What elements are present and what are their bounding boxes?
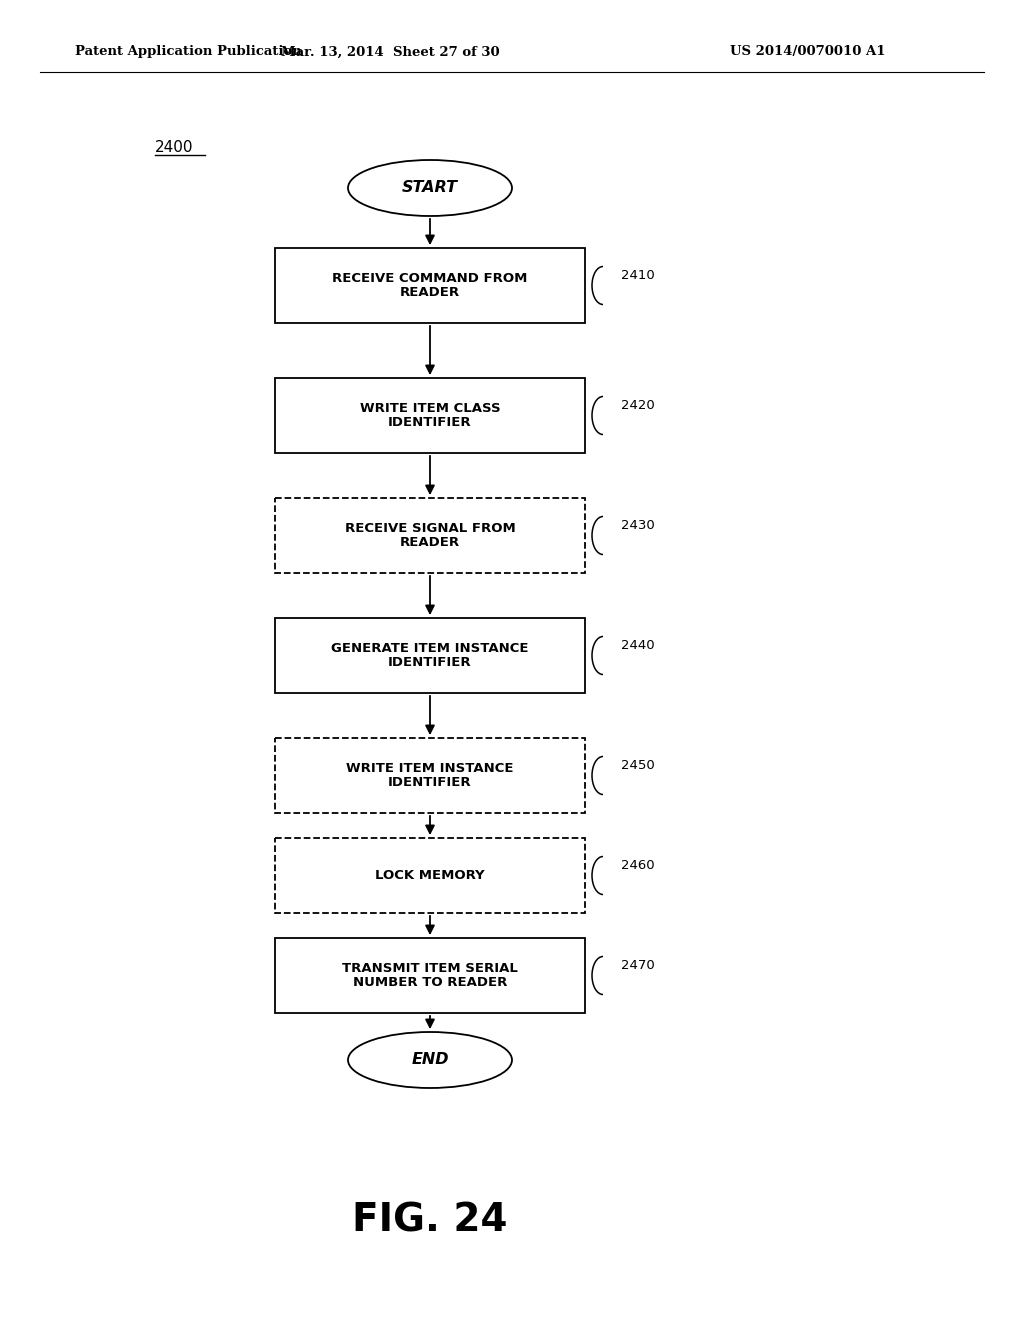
FancyBboxPatch shape xyxy=(275,498,585,573)
Text: 2460: 2460 xyxy=(621,859,654,873)
FancyBboxPatch shape xyxy=(275,378,585,453)
Text: WRITE ITEM INSTANCE
IDENTIFIER: WRITE ITEM INSTANCE IDENTIFIER xyxy=(346,762,514,789)
FancyBboxPatch shape xyxy=(275,738,585,813)
FancyBboxPatch shape xyxy=(275,248,585,323)
FancyBboxPatch shape xyxy=(275,618,585,693)
Text: GENERATE ITEM INSTANCE
IDENTIFIER: GENERATE ITEM INSTANCE IDENTIFIER xyxy=(331,642,528,669)
Text: 2470: 2470 xyxy=(621,960,654,972)
Text: WRITE ITEM CLASS
IDENTIFIER: WRITE ITEM CLASS IDENTIFIER xyxy=(359,401,501,429)
Text: 2430: 2430 xyxy=(621,519,654,532)
FancyBboxPatch shape xyxy=(275,939,585,1012)
Text: 2420: 2420 xyxy=(621,399,654,412)
Text: RECEIVE COMMAND FROM
READER: RECEIVE COMMAND FROM READER xyxy=(333,272,527,300)
Text: END: END xyxy=(412,1052,449,1068)
Text: RECEIVE SIGNAL FROM
READER: RECEIVE SIGNAL FROM READER xyxy=(345,521,515,549)
Text: FIG. 24: FIG. 24 xyxy=(352,1201,508,1239)
Ellipse shape xyxy=(348,160,512,216)
Text: TRANSMIT ITEM SERIAL
NUMBER TO READER: TRANSMIT ITEM SERIAL NUMBER TO READER xyxy=(342,961,518,990)
Text: US 2014/0070010 A1: US 2014/0070010 A1 xyxy=(730,45,886,58)
Text: 2410: 2410 xyxy=(621,269,654,282)
Ellipse shape xyxy=(348,1032,512,1088)
Text: LOCK MEMORY: LOCK MEMORY xyxy=(375,869,484,882)
Text: 2450: 2450 xyxy=(621,759,654,772)
Text: 2440: 2440 xyxy=(621,639,654,652)
Text: Patent Application Publication: Patent Application Publication xyxy=(75,45,302,58)
Text: START: START xyxy=(402,181,458,195)
Text: Mar. 13, 2014  Sheet 27 of 30: Mar. 13, 2014 Sheet 27 of 30 xyxy=(281,45,500,58)
Text: 2400: 2400 xyxy=(155,140,194,156)
FancyBboxPatch shape xyxy=(275,838,585,913)
